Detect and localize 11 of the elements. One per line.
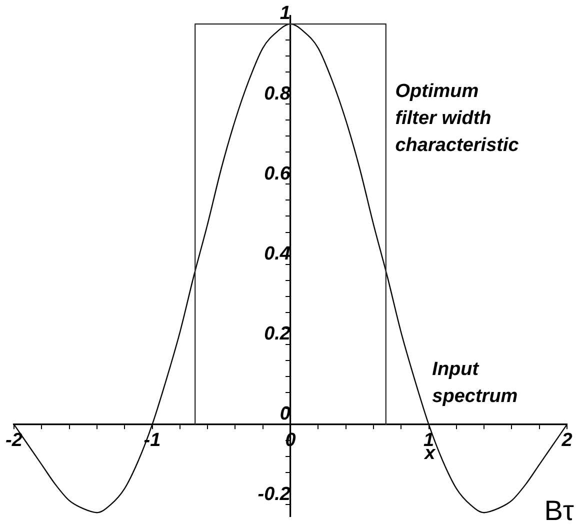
x-tick-label: -2	[6, 430, 23, 452]
y-tick-label: 1	[280, 3, 290, 24]
y-tick-label: 0.8	[264, 83, 291, 104]
x-axis-title: Bτ	[544, 495, 574, 526]
series-label: Optimum filter width characteristic	[395, 80, 520, 156]
series-label: Input spectrum	[432, 359, 518, 408]
x-tick-label: 2	[560, 430, 573, 452]
y-tick-label: 0.2	[264, 324, 291, 345]
y-tick-label: 0.4	[264, 244, 291, 265]
y-tick-label: -0.2	[258, 484, 291, 505]
y-tick-label: 0.6	[264, 163, 291, 184]
